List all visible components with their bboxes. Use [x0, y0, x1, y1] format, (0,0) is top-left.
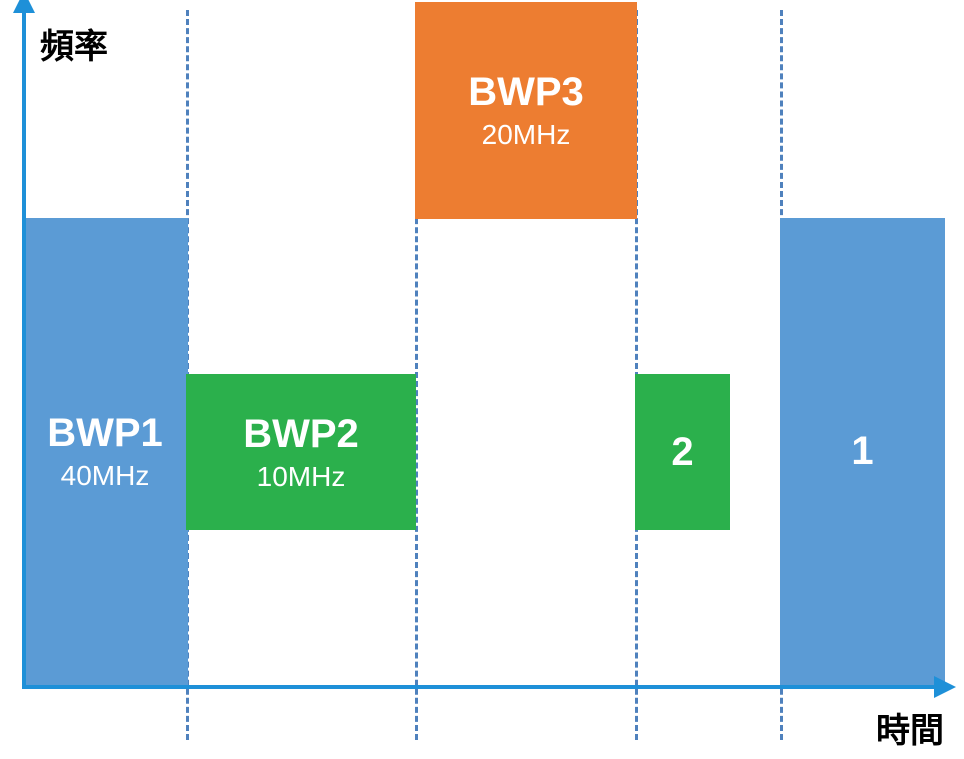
y-axis-arrow-icon	[13, 0, 35, 13]
y-axis-label: 頻率	[40, 19, 108, 68]
bwp1-block: BWP1 40MHz	[22, 218, 188, 685]
bwp1-repeat-title: 1	[851, 429, 873, 474]
y-axis	[22, 5, 26, 689]
bwp1-title: BWP1	[47, 411, 163, 456]
bwp-diagram: BWP1 40MHz BWP2 10MHz BWP3 20MHz 2 1 頻率 …	[0, 0, 964, 759]
bwp2-repeat-block: 2	[635, 374, 730, 530]
x-axis	[22, 685, 938, 689]
x-axis-arrow-icon	[934, 676, 956, 698]
bwp2-block: BWP2 10MHz	[186, 374, 416, 530]
bwp2-title: BWP2	[243, 412, 359, 457]
bwp3-title: BWP3	[468, 70, 584, 115]
bwp2-repeat-title: 2	[671, 430, 693, 475]
bwp1-subtitle: 40MHz	[61, 460, 150, 492]
x-axis-label: 時間	[876, 703, 944, 752]
bwp3-block: BWP3 20MHz	[415, 2, 637, 219]
bwp2-subtitle: 10MHz	[257, 461, 346, 493]
bwp3-subtitle: 20MHz	[482, 119, 571, 151]
bwp1-repeat-block: 1	[780, 218, 945, 685]
